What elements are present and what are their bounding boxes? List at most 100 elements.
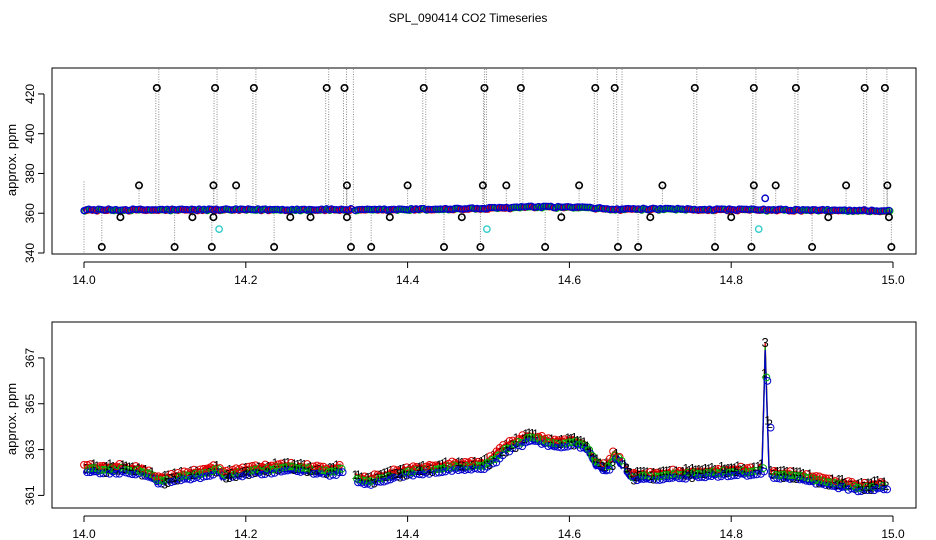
series-2-marker	[488, 456, 497, 464]
series-2-marker: 2	[396, 467, 403, 481]
series-1-marker: 1	[764, 413, 771, 427]
series-1-marker: 1	[774, 464, 781, 478]
series-1-marker: 1	[793, 465, 800, 479]
series-1-marker: 1	[568, 431, 575, 445]
series-1-marker: 1	[529, 427, 536, 441]
series-1-marker: 1	[839, 473, 846, 487]
y-tick-label: 360	[23, 203, 37, 223]
series-1-marker	[802, 470, 811, 478]
outlier-mid-high-point	[749, 181, 758, 190]
series-2-marker	[517, 438, 526, 447]
outlier-mid-low-point	[116, 213, 125, 222]
series-1-marker: 1	[702, 462, 709, 476]
series-1-marker: 1	[381, 466, 388, 480]
series-3-marker	[563, 442, 572, 451]
series-1-marker	[157, 473, 166, 482]
series-3-marker	[267, 469, 276, 478]
outlier-mid-low-point	[884, 213, 893, 222]
outlier-mid-high-point	[342, 181, 351, 190]
series-2-marker	[463, 461, 471, 470]
series-1-marker: 1	[868, 476, 875, 490]
series-1-marker: 1	[532, 427, 539, 441]
series-1-marker: 1	[835, 473, 842, 487]
series-3-marker	[602, 466, 611, 475]
y-tick-label: 420	[23, 84, 37, 104]
y-tick-label: 340	[23, 243, 37, 263]
outlier-high-point	[860, 83, 869, 92]
series-2-marker	[266, 466, 275, 475]
bottom-panel: approx. ppm 14.0 14.2 14.4 14.6 14.8 15.0 361 3…	[4, 321, 917, 540]
outlier-mid-high-point	[575, 181, 584, 190]
series-3-marker: 3	[610, 459, 617, 473]
series-3-marker	[818, 479, 827, 488]
series-2-marker	[504, 444, 513, 452]
x-tick-label: 14.0	[72, 273, 96, 287]
x-tick-label: 14.2	[234, 527, 258, 540]
outlier-high-point	[211, 83, 220, 92]
outlier-low-point	[346, 243, 355, 252]
series-3-marker	[186, 475, 195, 484]
series-1-marker	[844, 477, 853, 486]
series-3-marker: 3	[223, 471, 230, 485]
outlier-mid-high-point	[232, 181, 241, 190]
series-1-marker	[115, 459, 124, 468]
series-1-marker: 1	[439, 457, 446, 471]
series-2-marker	[385, 472, 394, 480]
series-1-marker: 1	[355, 468, 362, 482]
series-3-marker	[879, 485, 888, 494]
y-tick-label: 367	[23, 348, 37, 368]
series-1-marker: 1	[574, 433, 581, 447]
outlier-low-point	[747, 243, 756, 252]
series-2-marker	[591, 457, 600, 466]
series-3-marker	[714, 473, 722, 481]
series-3-marker	[367, 481, 375, 489]
top-panel-axes: 14.0 14.2 14.4 14.6 14.8 15.0 340 360 380 400 420	[23, 84, 905, 287]
outlier-low-point	[887, 243, 896, 252]
series-1-marker: 1	[330, 461, 337, 475]
series-1-marker: 1	[455, 455, 462, 469]
series-1-marker	[786, 467, 795, 476]
series-1-marker: 1	[708, 460, 715, 474]
series-3-marker	[592, 461, 601, 470]
series-3-marker	[883, 485, 892, 494]
series-1-marker	[131, 462, 140, 470]
series-3-marker	[589, 455, 598, 464]
series-1-marker	[373, 470, 382, 479]
series-3-marker	[489, 459, 498, 468]
bottom-panel-frame	[51, 321, 917, 509]
series-1-marker: 1	[683, 462, 690, 476]
series-1-marker: 1	[149, 465, 156, 479]
series-1-marker: 1	[327, 460, 334, 474]
x-tick-label: 15.0	[881, 273, 905, 287]
series-1-marker: 1	[718, 460, 725, 474]
series-2-marker	[494, 451, 503, 460]
outlier-low-point	[711, 243, 720, 252]
series-1-marker	[393, 466, 401, 474]
outlier-low-point	[367, 243, 376, 252]
series-1-marker: 1	[281, 456, 288, 470]
series-1-marker	[219, 467, 228, 476]
series-1-marker: 1	[90, 457, 97, 471]
series-1-marker	[287, 458, 296, 467]
series-1-marker: 1	[481, 452, 488, 466]
series-3-marker	[763, 376, 772, 385]
series-1-marker: 1	[119, 458, 126, 472]
series-1-marker	[144, 466, 153, 475]
series-2-marker	[869, 482, 878, 491]
series-1-marker: 1	[865, 476, 872, 490]
series-1-marker: 1	[761, 367, 768, 381]
outlier-low-point	[440, 243, 449, 252]
y-tick-label: 363	[23, 439, 37, 459]
series-1-marker: 1	[679, 464, 686, 478]
series-3-marker	[338, 468, 347, 477]
series-1-marker	[675, 467, 684, 475]
outlier-mid-low-point	[385, 213, 394, 222]
x-tick-label: 14.6	[558, 527, 582, 540]
series-1-marker: 1	[291, 457, 298, 471]
outlier-mid-high-point	[478, 181, 487, 190]
series-1-marker: 1	[107, 457, 114, 471]
outlier-high-point	[322, 83, 331, 92]
series-1-marker: 1	[613, 447, 620, 461]
series-1-marker	[209, 461, 218, 470]
